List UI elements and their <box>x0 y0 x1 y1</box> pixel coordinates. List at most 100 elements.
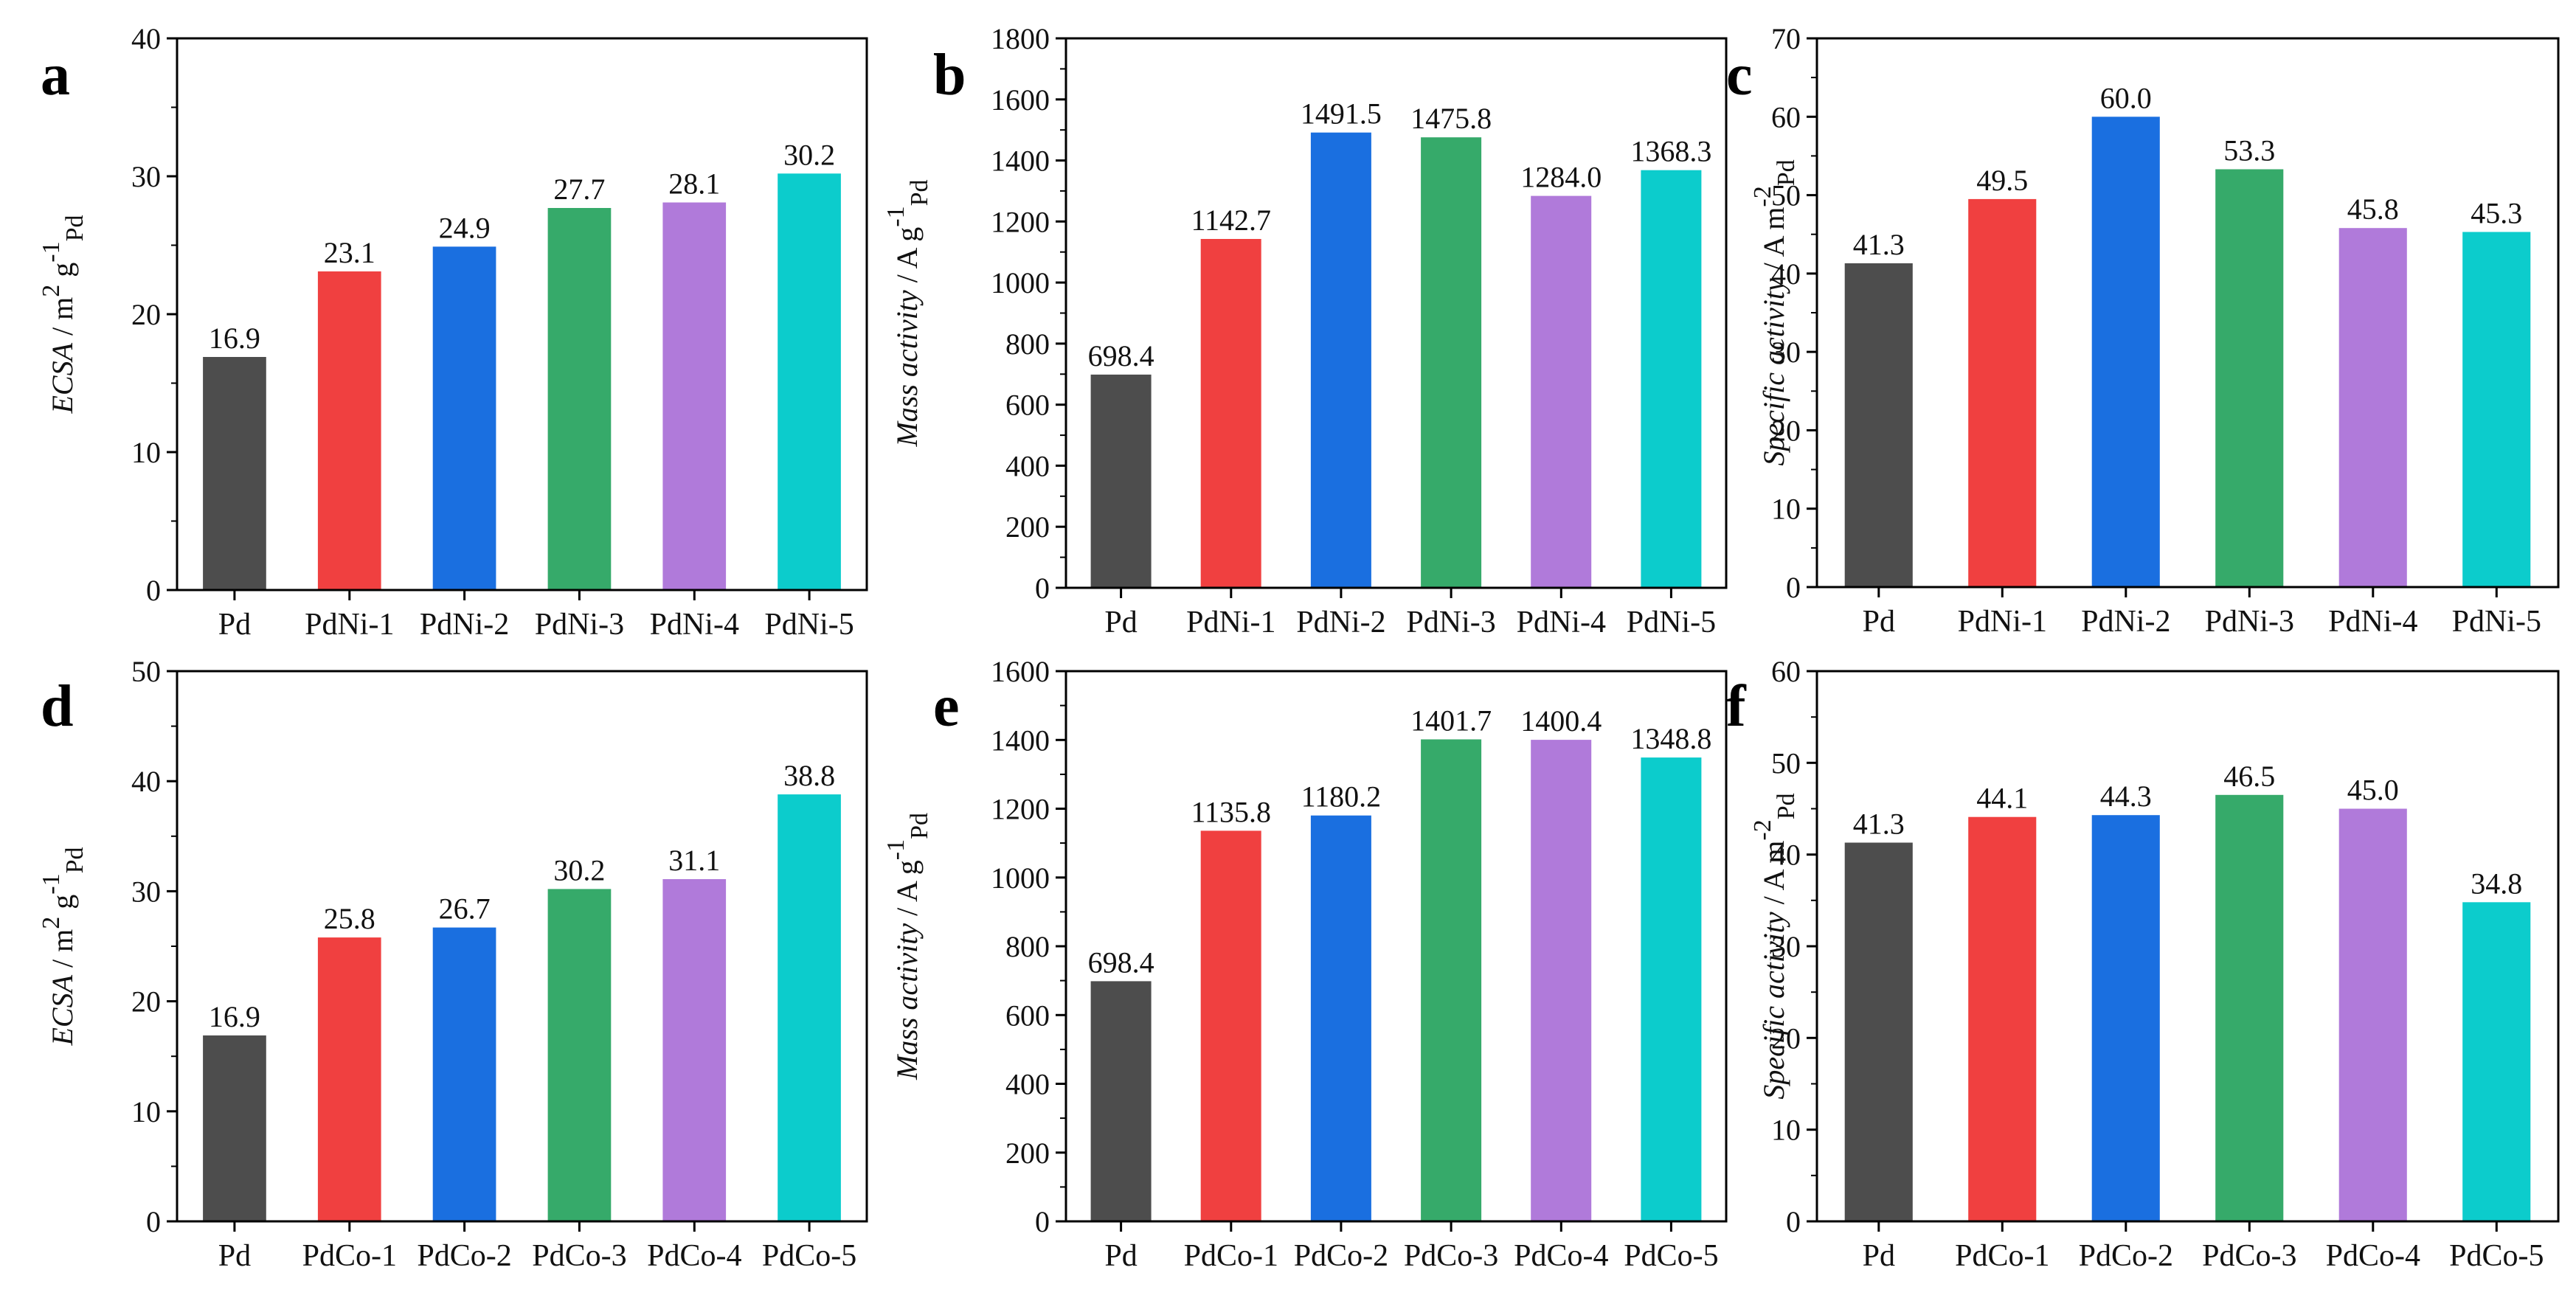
y-tick-label: 50 <box>131 655 161 688</box>
category-label: PdCo-5 <box>1624 1239 1718 1273</box>
y-tick-label: 0 <box>146 1205 161 1238</box>
value-label: 53.3 <box>2223 134 2275 167</box>
bar-b-PdNi-2 <box>1310 132 1371 588</box>
y-tick-label: 50 <box>1771 179 1801 212</box>
bar-f-PdCo-5 <box>2462 902 2531 1221</box>
category-label: PdNi-1 <box>1958 605 2047 639</box>
value-label: 1142.7 <box>1191 204 1272 237</box>
value-label: 41.3 <box>1853 228 1905 261</box>
y-tick-label: 1400 <box>991 145 1050 178</box>
value-label: 698.4 <box>1088 946 1154 979</box>
y-tick-label: 800 <box>1005 930 1050 963</box>
plot-frame <box>1064 670 1728 1223</box>
category-label: Pd <box>1104 606 1137 639</box>
value-label: 1180.2 <box>1301 780 1382 813</box>
y-tick-label: 1200 <box>991 793 1050 826</box>
panel-d: d 16.9 Pd 25.8 PdCo-1 26.7 PdCo-2 30.2 PdCo-3 31.… <box>38 655 868 1273</box>
y-tick-label: 50 <box>1771 746 1801 780</box>
bar-d-PdCo-4 <box>662 879 727 1221</box>
bar-b-PdNi-4 <box>1531 195 1592 589</box>
bar-e-PdCo-2 <box>1310 815 1371 1221</box>
y-tick-label: 60 <box>1771 655 1801 688</box>
bar-a-PdNi-4 <box>662 202 727 590</box>
value-label: 45.0 <box>2347 774 2399 807</box>
y-tick-label: 1600 <box>991 83 1050 117</box>
value-label: 1400.4 <box>1520 704 1602 738</box>
y-tick-label: 200 <box>1005 1137 1050 1170</box>
bar-c-PdNi-3 <box>2215 169 2284 587</box>
value-label: 60.0 <box>2100 81 2152 114</box>
category-label: PdCo-4 <box>1514 1239 1608 1273</box>
category-label: PdCo-3 <box>1404 1239 1498 1273</box>
value-label: 41.3 <box>1853 808 1905 841</box>
bar-a-PdNi-3 <box>547 208 612 590</box>
plot-frame <box>176 670 868 1223</box>
y-tick-label: 20 <box>131 298 161 331</box>
bar-a-PdNi-2 <box>432 246 496 590</box>
category-label: PdNi-5 <box>764 608 854 642</box>
y-tick-label: 40 <box>1771 257 1801 291</box>
value-label: 16.9 <box>209 1000 260 1033</box>
bar-d-PdCo-5 <box>778 794 841 1221</box>
bar-e-PdCo-4 <box>1531 740 1592 1221</box>
panel-letter-c: c <box>1726 43 1753 108</box>
category-label: PdNi-2 <box>420 608 509 642</box>
plot-frame <box>1815 37 2560 589</box>
category-label: Pd <box>1104 1239 1137 1273</box>
category-label: PdCo-4 <box>647 1239 741 1273</box>
category-label: PdCo-1 <box>1184 1239 1278 1273</box>
bar-e-PdCo-1 <box>1200 830 1261 1221</box>
category-label: PdCo-5 <box>2449 1239 2544 1273</box>
category-label: PdCo-1 <box>1955 1239 2049 1273</box>
bar-b-Pd <box>1090 374 1152 588</box>
panel-letter-b: b <box>933 43 966 108</box>
y-tick-label: 40 <box>131 765 161 798</box>
value-label: 25.8 <box>324 902 375 935</box>
bar-b-PdNi-3 <box>1421 137 1482 588</box>
y-tick-label: 10 <box>1771 493 1801 526</box>
value-label: 46.5 <box>2223 760 2275 793</box>
bar-f-Pd <box>1844 842 1913 1221</box>
category-label: PdCo-2 <box>2079 1239 2173 1273</box>
category-label: PdNi-1 <box>305 608 394 642</box>
category-label: Pd <box>218 608 251 642</box>
bar-f-PdCo-1 <box>1968 816 2037 1221</box>
value-label: 45.3 <box>2471 197 2522 230</box>
y-tick-label: 1000 <box>991 861 1050 895</box>
value-label: 28.1 <box>668 167 720 201</box>
value-label: 45.8 <box>2347 192 2399 226</box>
bar-c-Pd <box>1844 263 1913 587</box>
y-tick-label: 1400 <box>991 724 1050 757</box>
value-label: 1491.5 <box>1301 97 1382 131</box>
value-label: 27.7 <box>553 173 605 206</box>
y-tick-label: 800 <box>1005 327 1050 361</box>
category-label: PdCo-3 <box>2202 1239 2296 1273</box>
y-tick-label: 0 <box>1035 572 1050 605</box>
y-tick-label: 70 <box>1771 22 1801 55</box>
bar-c-PdNi-4 <box>2338 228 2407 587</box>
bar-d-Pd <box>203 1035 266 1221</box>
bar-c-PdNi-2 <box>2091 117 2160 588</box>
category-label: PdCo-5 <box>762 1239 856 1273</box>
value-label: 1401.7 <box>1410 704 1492 738</box>
category-label: PdCo-1 <box>302 1239 397 1273</box>
y-axis-label: Mass activity / A g-1Pd <box>882 179 933 447</box>
value-label: 31.1 <box>668 844 720 877</box>
y-tick-label: 30 <box>131 875 161 908</box>
value-label: 1368.3 <box>1630 135 1711 168</box>
bar-f-PdCo-2 <box>2091 815 2160 1221</box>
y-tick-label: 0 <box>146 574 161 607</box>
category-label: PdNi-3 <box>1406 606 1495 639</box>
category-label: PdNi-4 <box>2328 605 2417 639</box>
y-tick-label: 1800 <box>991 22 1050 55</box>
category-label: PdNi-4 <box>1517 606 1606 639</box>
value-label: 23.1 <box>324 236 375 269</box>
y-tick-label: 40 <box>131 22 161 55</box>
panel-f: f 41.3 Pd 44.1 PdCo-1 44.3 PdCo-2 46.5 PdCo-3 45.… <box>1726 655 2560 1273</box>
bar-b-PdNi-1 <box>1200 239 1261 588</box>
bar-f-PdCo-3 <box>2215 794 2284 1221</box>
panel-e: e 698.4 Pd 1135.8 PdCo-1 1180.2 PdCo-2 1401.7 Pd… <box>882 655 1728 1273</box>
category-label: PdNi-1 <box>1186 606 1275 639</box>
value-label: 1475.8 <box>1410 102 1492 135</box>
